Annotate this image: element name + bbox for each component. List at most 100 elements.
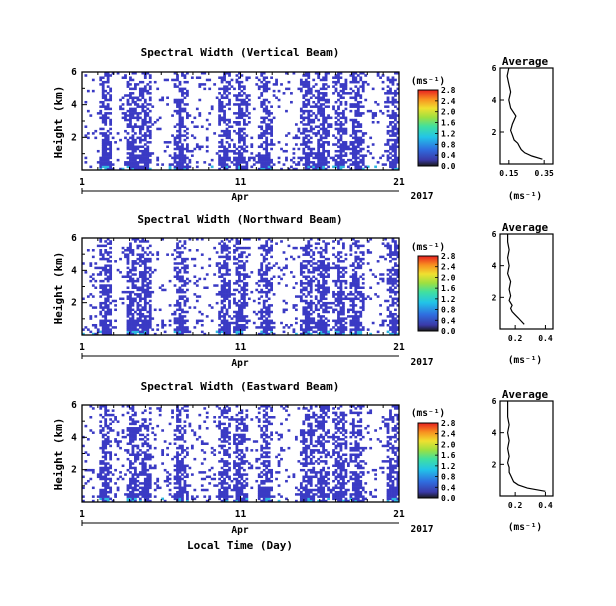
heatmap-cell [354,139,357,142]
heatmap-cell [184,269,187,272]
heatmap-cell [134,482,137,485]
colorbar-tick-label: 1.2 [441,129,456,138]
heatmap-cell [181,326,184,329]
heatmap-cell [288,88,291,91]
heatmap-cell [141,412,144,415]
heatmap-cell [332,85,335,88]
heatmap-cell [176,278,179,281]
heatmap-cell [223,284,226,287]
heatmap-cell [236,462,239,465]
heatmap-cell [245,103,248,106]
heatmap-cell [176,79,179,82]
heatmap-cell [176,493,179,496]
heatmap-cell [270,322,273,325]
heatmap-cell [245,284,248,287]
heatmap-cell [337,112,340,115]
heatmap-cell [342,148,345,151]
heatmap-cell [97,476,100,479]
heatmap-cell [394,148,397,151]
heatmap-cell [382,242,385,245]
heatmap-cell [156,119,159,122]
heatmap-cell [223,489,226,492]
heatmap-cell [317,105,320,108]
heatmap-cell [392,76,395,79]
heatmap-cell [107,498,110,501]
heatmap-cell [109,99,112,102]
heatmap-cell [104,326,107,329]
heatmap-cell [144,471,147,474]
heatmap-cell [99,251,102,254]
heatmap-cell [335,150,338,153]
colorbar-tick-label: 0.4 [441,151,456,160]
heatmap-cell [211,447,214,450]
heatmap-cell [132,262,135,265]
heatmap-cell [354,324,357,327]
heatmap-cell [340,284,343,287]
heatmap-cell [104,434,107,437]
heatmap-cell [144,324,147,327]
heatmap-cell [84,161,87,164]
heatmap-cell [241,110,244,113]
heatmap-cell [228,83,231,86]
heatmap-cell [223,146,226,149]
heatmap-cell [243,284,246,287]
heatmap-cell [107,436,110,439]
heatmap-cell [134,445,137,448]
y-tick-label: 2 [71,298,77,309]
heatmap-cell [223,315,226,318]
heatmap-cell [372,322,375,325]
heatmap-cell [228,484,231,487]
heatmap-cell [201,471,204,474]
heatmap-cell [226,427,229,430]
heatmap-cell [305,166,308,169]
heatmap-cell [127,304,130,307]
heatmap-cell [317,76,320,79]
heatmap-cell [129,103,132,106]
heatmap-cell [139,90,142,93]
heatmap-cell [181,123,184,126]
heatmap-cell [99,420,102,423]
heatmap-cell [310,125,313,128]
heatmap-cell [174,275,177,278]
heatmap-cell [99,161,102,164]
heatmap-cell [184,431,187,434]
heatmap-cell [340,306,343,309]
heatmap-cell [107,471,110,474]
heatmap-cell [273,143,276,146]
heatmap-cell [233,143,236,146]
heatmap-cell [345,287,348,290]
heatmap-cell [260,157,263,160]
heatmap-cell [389,152,392,155]
heatmap-cell [337,130,340,133]
heatmap-cell [382,154,385,157]
heatmap-cell [260,289,263,292]
heatmap-cell [141,425,144,428]
heatmap-cell [107,427,110,430]
heatmap-cell [260,315,263,318]
heatmap-cell [394,99,397,102]
heatmap-cell [213,132,216,135]
heatmap-cell [136,328,139,331]
heatmap-cell [127,427,130,430]
heatmap-cell [245,123,248,126]
heatmap-cell [129,309,132,312]
heatmap-cell [310,280,313,283]
heatmap-cell [243,302,246,305]
heatmap-cell [270,141,273,144]
heatmap-cell [141,97,144,100]
heatmap-cell [146,469,149,472]
heatmap-cell [132,287,135,290]
heatmap-cell [263,154,266,157]
heatmap-cell [307,240,310,243]
heatmap-cell [241,418,244,421]
heatmap-cell [345,298,348,301]
heatmap-cell [223,482,226,485]
heatmap-cell [387,289,390,292]
heatmap-cell [285,264,288,267]
heatmap-cell [134,489,137,492]
heatmap-cell [97,267,100,270]
heatmap-cell [372,88,375,91]
heatmap-cell [174,159,177,162]
heatmap-cell [315,278,318,281]
heatmap-cell [184,315,187,318]
